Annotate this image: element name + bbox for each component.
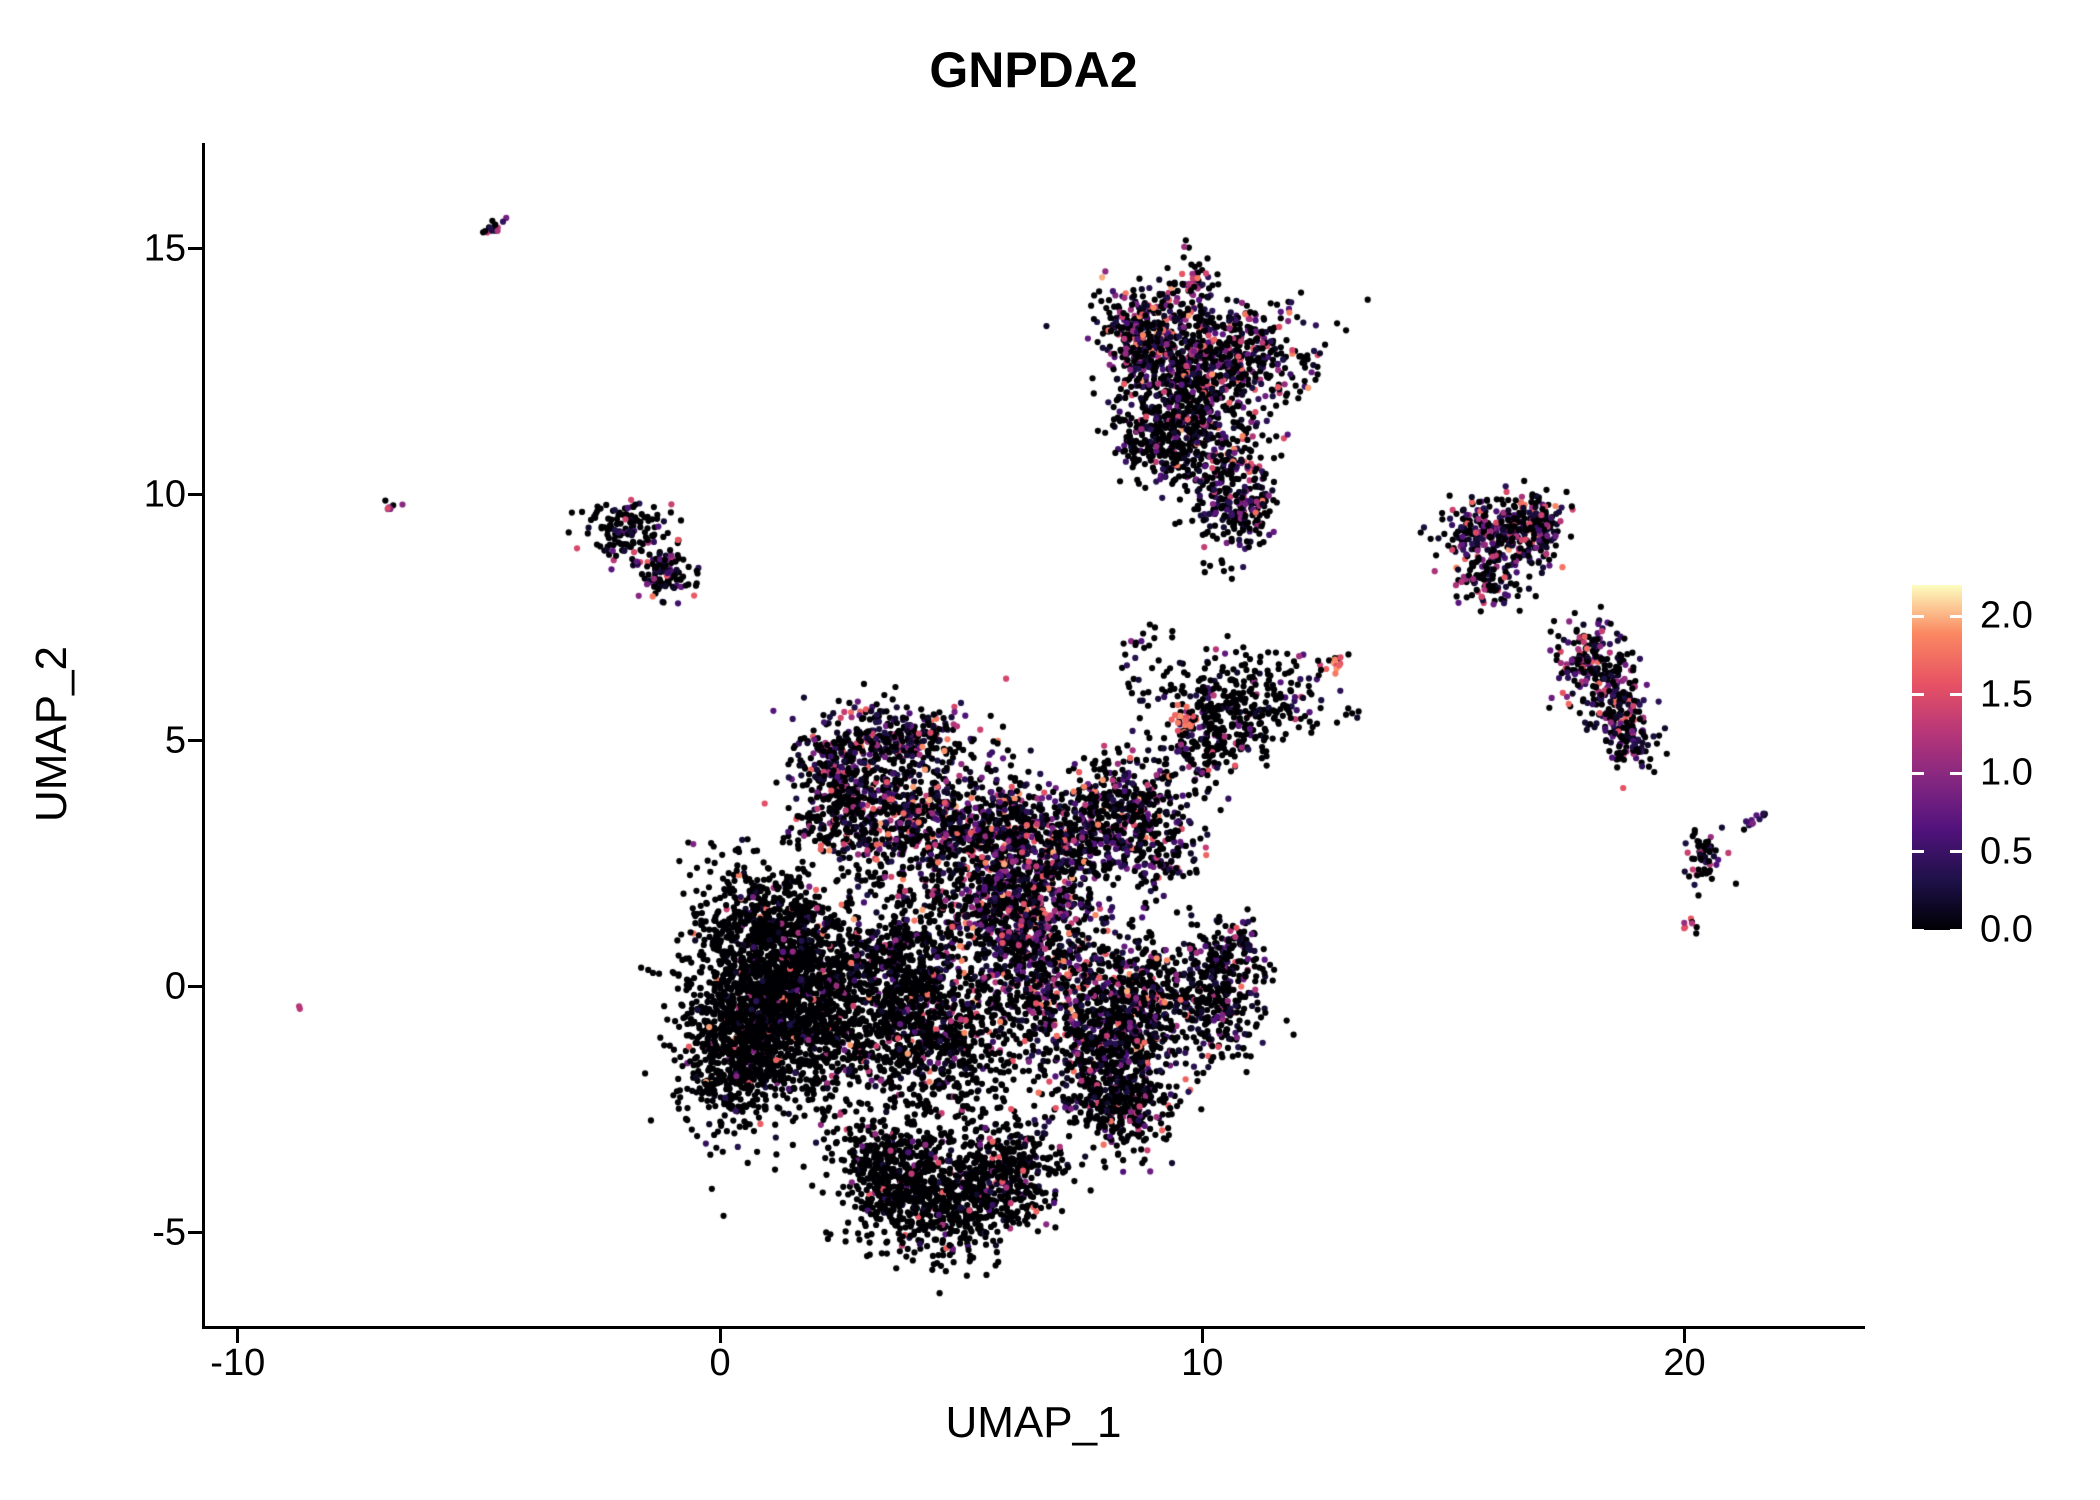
y-tick-label: 15: [143, 227, 186, 270]
x-axis-line: [202, 1326, 1865, 1329]
colorbar-tick-mark: [1912, 693, 1924, 697]
colorbar-tick-mark: [1912, 771, 1924, 775]
x-tick-mark: [236, 1329, 240, 1343]
y-tick-label: 5: [164, 719, 186, 762]
y-tick-mark: [188, 985, 202, 989]
colorbar-tick-label: 1.5: [1980, 673, 2033, 716]
colorbar-tick-label: 0.0: [1980, 908, 2033, 951]
x-axis-title: UMAP_1: [945, 1398, 1122, 1447]
x-tick-label: -10: [210, 1342, 266, 1384]
y-tick-label: -5: [152, 1211, 186, 1254]
x-tick-label: 0: [709, 1342, 731, 1384]
colorbar-tick-mark: [1950, 614, 1962, 618]
x-tick-mark: [718, 1329, 722, 1343]
y-tick-mark: [188, 247, 202, 251]
y-tick-mark: [188, 1231, 202, 1235]
colorbar-tick-mark: [1912, 928, 1924, 932]
colorbar-tick-mark: [1950, 693, 1962, 697]
y-tick-mark: [188, 739, 202, 743]
y-tick-mark: [188, 493, 202, 497]
colorbar-tick-mark: [1950, 771, 1962, 775]
colorbar-tick-label: 0.5: [1980, 830, 2033, 873]
y-tick-label: 10: [143, 473, 186, 516]
colorbar-tick-mark: [1912, 614, 1924, 618]
colorbar-gradient: [1912, 585, 1962, 930]
x-tick-mark: [1200, 1329, 1204, 1343]
x-tick-label: 10: [1181, 1342, 1224, 1384]
x-tick-mark: [1683, 1329, 1687, 1343]
y-axis-line: [202, 143, 205, 1329]
y-tick-label: 0: [164, 965, 186, 1008]
colorbar-tick-label: 2.0: [1980, 594, 2033, 637]
colorbar-tick-mark: [1950, 928, 1962, 932]
y-axis-title: UMAP_2: [27, 645, 76, 823]
colorbar-tick-label: 1.0: [1980, 751, 2033, 794]
colorbar-tick-mark: [1950, 850, 1962, 854]
x-tick-label: 20: [1663, 1342, 1706, 1384]
plot-title: GNPDA2: [929, 42, 1138, 98]
colorbar-tick-mark: [1912, 850, 1924, 854]
